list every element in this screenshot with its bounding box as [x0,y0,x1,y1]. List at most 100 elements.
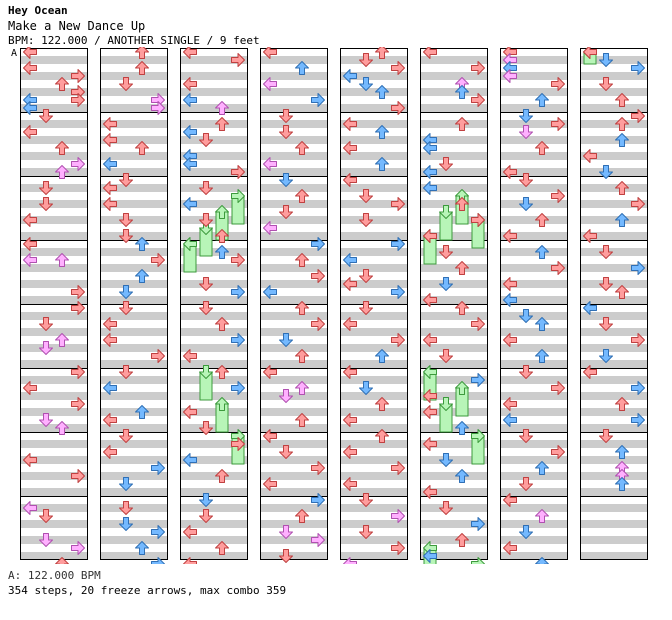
step-arrow-eighth [455,469,469,483]
step-arrow-sixteenth [23,253,37,267]
beat-stripe [20,312,88,320]
step-arrow-quarter [503,333,517,347]
step-arrow-eighth [151,461,165,475]
beat-stripe [20,184,88,192]
beat-stripe [500,424,568,432]
beat-stripe [100,200,168,208]
step-arrow-quarter [599,77,613,91]
step-arrow-sixteenth [39,533,53,547]
step-arrow-quarter [39,181,53,195]
step-arrow-quarter [199,213,213,227]
step-arrow-quarter [39,509,53,523]
beat-stripe [100,376,168,384]
beat-stripe [580,536,648,544]
step-arrow-quarter [295,301,309,315]
beat-stripe [500,232,568,240]
beat-stripe [100,184,168,192]
step-chart: A [11,47,648,564]
step-arrow-eighth [471,373,485,387]
beat-stripe [260,520,328,528]
step-arrow-eighth [455,85,469,99]
step-arrow-quarter [135,47,149,59]
beat-stripe [20,264,88,272]
beat-stripe [100,344,168,352]
freeze-arrow-head [215,205,229,219]
beat-stripe [580,312,648,320]
step-arrow-quarter [551,445,565,459]
step-arrow-eighth [263,285,277,299]
step-arrow-eighth [119,285,133,299]
beat-stripe [500,328,568,336]
beat-stripe [180,424,248,432]
step-arrow-quarter [583,365,597,379]
beat-stripe [420,344,488,352]
step-arrow-quarter [103,333,117,347]
step-arrow-sixteenth [263,77,277,91]
beat-stripe [340,120,408,128]
step-arrow-quarter [71,301,85,315]
beat-stripe [420,472,488,480]
beat-stripe [260,216,328,224]
beat-stripe [340,472,408,480]
beat-stripe [500,520,568,528]
beat-stripe [420,376,488,384]
beat-stripe [580,392,648,400]
step-arrow-quarter [423,437,437,451]
beat-stripe [20,472,88,480]
step-arrow-quarter [599,277,613,291]
step-arrow-quarter [199,133,213,147]
step-arrow-quarter [23,47,37,59]
beat-stripe [20,536,88,544]
step-arrow-quarter [423,405,437,419]
step-arrow-eighth [535,349,549,363]
step-arrow-sixteenth [503,69,517,83]
beat-stripe [260,552,328,560]
beat-stripe [580,200,648,208]
beat-stripe [340,456,408,464]
beat-stripe [420,392,488,400]
chart-column [100,48,168,560]
beat-stripe [100,488,168,496]
beat-stripe [420,168,488,176]
beat-stripe [180,216,248,224]
beat-stripe [20,88,88,96]
step-arrow-quarter [551,117,565,131]
beat-stripe [500,152,568,160]
beat-stripe [100,168,168,176]
column-frame [420,48,488,560]
beat-stripe [180,392,248,400]
step-arrow-quarter [103,197,117,211]
step-arrow-eighth [295,61,309,75]
beat-stripe [20,344,88,352]
beat-stripe [340,56,408,64]
beat-stripe [420,72,488,80]
beat-stripe [500,376,568,384]
step-arrow-eighth [103,157,117,171]
beat-stripe [180,312,248,320]
beat-stripe [340,424,408,432]
beat-stripe [500,88,568,96]
step-arrow-quarter [279,109,293,123]
step-arrow-quarter [519,477,533,491]
step-arrow-quarter [71,365,85,379]
beat-stripe [500,280,568,288]
step-arrow-quarter [455,301,469,315]
step-arrow-eighth [119,517,133,531]
step-arrow-quarter [55,141,69,155]
beat-stripe [260,488,328,496]
beat-stripe [420,408,488,416]
beat-stripe [100,264,168,272]
beat-stripe [100,360,168,368]
step-arrow-quarter [183,557,197,564]
step-arrow-quarter [215,541,229,555]
chart-column [180,48,248,560]
beat-stripe [100,392,168,400]
beat-stripe [580,552,648,560]
step-arrow-quarter [71,469,85,483]
step-arrow-quarter [391,61,405,75]
step-arrow-quarter [503,229,517,243]
beat-stripe [580,472,648,480]
step-arrow-quarter [295,413,309,427]
beat-stripe [100,120,168,128]
step-arrow-quarter [199,509,213,523]
